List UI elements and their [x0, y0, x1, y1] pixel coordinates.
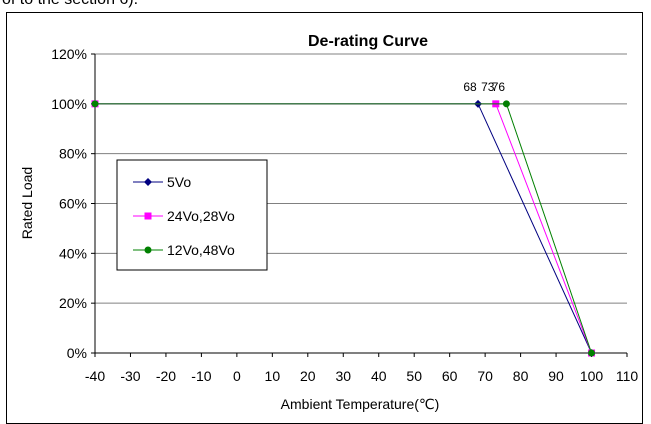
x-tick-label: -20 — [156, 368, 176, 384]
x-tick-label: 40 — [371, 368, 387, 384]
x-tick-label: -40 — [85, 368, 105, 384]
annotation-label: 73 — [481, 80, 495, 94]
annotation-label: 68 — [463, 80, 477, 94]
legend-swatch-marker-1 — [144, 212, 152, 220]
x-tick-label: 100 — [580, 368, 604, 384]
x-tick-label: 70 — [477, 368, 493, 384]
y-axis-label: Rated Load — [19, 167, 35, 239]
legend-label: 24Vo,28Vo — [167, 208, 235, 224]
series-2-point — [502, 100, 510, 108]
legend-label: 5Vo — [167, 174, 191, 190]
x-tick-label: 50 — [406, 368, 422, 384]
y-tick-label: 60% — [59, 196, 87, 212]
legend-label: 12Vo,48Vo — [167, 242, 235, 258]
axes: 0% 20% 40% 60% 80% 100% 120% -40 -30 -20 -10 0 10 20 3… — [51, 46, 638, 384]
x-tick-label: 110 — [616, 368, 639, 384]
series-2-point — [91, 100, 99, 108]
y-tick-label: 40% — [59, 245, 87, 261]
y-tick-label: 120% — [51, 46, 87, 62]
series-group — [91, 99, 596, 357]
y-tick-label: 100% — [51, 96, 87, 112]
x-tick-label: -10 — [191, 368, 211, 384]
legend-swatch-marker-0 — [144, 178, 152, 186]
x-tick-label: 20 — [300, 368, 316, 384]
x-tick-label: 90 — [548, 368, 564, 384]
y-tick-label: 80% — [59, 146, 87, 162]
x-axis-label: Ambient Temperature(℃) — [281, 396, 440, 412]
x-tick-label: 10 — [265, 368, 281, 384]
y-tick-label: 20% — [59, 295, 87, 311]
chart-title: De-rating Curve — [308, 33, 428, 50]
x-tick-label: 30 — [335, 368, 351, 384]
legend-swatch-marker-2 — [144, 246, 152, 254]
x-tick-label: -30 — [120, 368, 140, 384]
series-2-point — [588, 349, 596, 357]
x-tick-label: 60 — [442, 368, 458, 384]
derating-chart: De-rating Curve 0% 20% 40% 60% 80% 100% 120% -4… — [19, 33, 638, 412]
legend-box — [116, 159, 268, 271]
legend: 5Vo 24Vo,28Vo 12Vo,48Vo — [116, 159, 268, 271]
y-tick-label: 0% — [67, 345, 87, 361]
annotation-label: 76 — [492, 80, 506, 94]
x-tick-label: 80 — [513, 368, 529, 384]
x-tick-label: 0 — [233, 368, 241, 384]
page-top-text: of to the section 6). — [2, 0, 138, 9]
